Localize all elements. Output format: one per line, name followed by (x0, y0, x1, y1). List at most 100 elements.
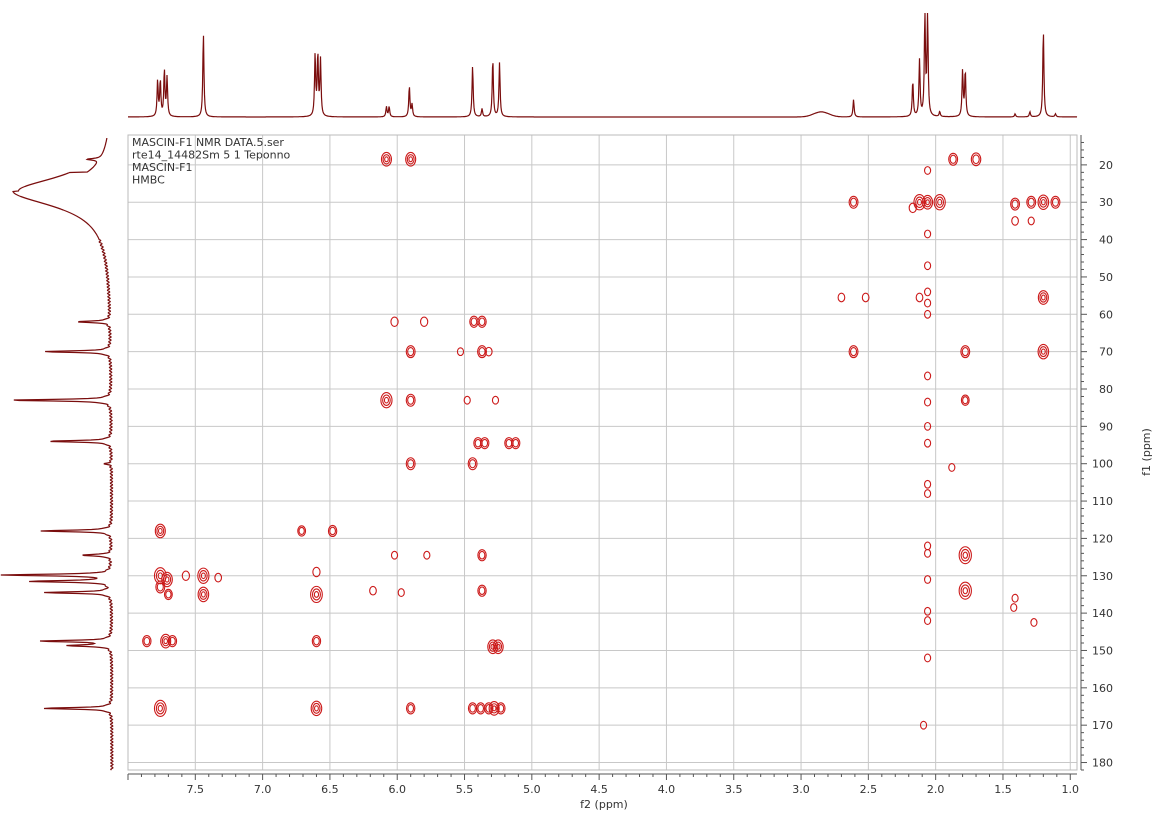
y-tick-label: 140 (1092, 607, 1113, 620)
cross-peak-contour (369, 585, 377, 596)
cross-peak-contour (310, 700, 323, 717)
cross-peak-contour (314, 705, 319, 712)
cross-peak-contour (481, 438, 489, 448)
x-tick-label: 1.5 (994, 783, 1012, 796)
cross-peak-contour (962, 396, 969, 405)
cross-peak (923, 438, 932, 448)
y-tick-label: 110 (1092, 495, 1113, 508)
cross-peak-contour (313, 636, 320, 646)
cross-peak (923, 606, 932, 616)
cross-peak-contour (165, 590, 172, 599)
cross-peak (214, 572, 223, 583)
cross-peak (492, 639, 504, 655)
cross-peak-contour (1037, 290, 1049, 305)
cross-peak (297, 525, 307, 537)
y-tick-label: 60 (1099, 308, 1113, 321)
cross-peak-contour (155, 580, 166, 594)
cross-peak-contour (463, 395, 471, 405)
cross-peak-contour (923, 298, 932, 308)
cross-peak-contour (160, 633, 172, 649)
cross-peak (405, 457, 416, 471)
cross-peak-contour (155, 702, 165, 715)
cross-peak-contour (923, 548, 932, 558)
cross-peak-contour (1026, 195, 1037, 209)
cross-peak (167, 635, 178, 648)
x-tick-label: 1.0 (1062, 783, 1080, 796)
y-axis-title: f1 (ppm) (1140, 428, 1153, 476)
cross-peak-contour (157, 527, 163, 534)
cross-peak-contour (960, 584, 970, 598)
cross-peak-contour (397, 588, 405, 597)
cross-peak-contour (922, 194, 934, 210)
cross-peak-contour (1011, 593, 1019, 603)
cross-peak-contour (390, 550, 399, 560)
cross-peak-contour (1027, 197, 1035, 207)
cross-peak-contour (849, 197, 858, 207)
cross-peak-contour (456, 347, 465, 357)
cross-peak-contour (923, 616, 932, 625)
x-tick-label: 3.5 (725, 783, 743, 796)
cross-peak (463, 395, 471, 405)
cross-peak (1026, 195, 1037, 209)
cross-peak-contour (162, 574, 172, 585)
info-line-3: HMBC (132, 174, 165, 187)
cross-peak (970, 152, 982, 167)
info-line-1: rte14_14482Sm 5 1 Teponno (132, 149, 291, 162)
cross-peak-contour (1010, 603, 1018, 612)
cross-peak-contour (390, 316, 399, 328)
cross-peak-contour (960, 394, 970, 406)
cross-peak-contour (164, 576, 170, 583)
y-tick-label: 20 (1099, 159, 1113, 172)
cross-peak (477, 549, 487, 562)
cross-peak-contour (405, 151, 417, 167)
x-tick-label: 5.5 (456, 783, 474, 796)
cross-peak (380, 151, 393, 167)
cross-peak-contour (382, 394, 391, 406)
cross-peak-contour (478, 317, 486, 327)
cross-peak-contour (492, 639, 504, 655)
x-axis: 7.5 7.0 6.5 6.0 5.5 5.0 4.5 4.0 3.5 3.0 2.5 2.0 1.5 1… (127, 773, 1080, 796)
cross-peak-contour (485, 704, 493, 713)
cross-peak (480, 437, 490, 450)
cross-peak-contour (923, 479, 932, 489)
cross-peak-contour (311, 635, 322, 648)
f2-projection-spectrum (128, 12, 1078, 118)
cross-peak-contour (915, 292, 924, 303)
cross-peak-contour (916, 198, 923, 206)
cross-peak-contour (312, 702, 321, 714)
cross-peak-contour (972, 154, 980, 165)
cross-peak (848, 345, 859, 359)
cross-peak-contour (491, 705, 497, 712)
cross-peak-contour (935, 196, 945, 208)
cross-peak-contour (163, 588, 173, 601)
cross-peak (915, 292, 924, 303)
cross-peak-contour (848, 345, 859, 359)
cross-peak (837, 292, 846, 303)
cross-peak (1027, 216, 1035, 226)
cross-peak-contour (923, 489, 932, 498)
cross-peak (153, 699, 167, 717)
cross-peak-contour (861, 292, 870, 303)
x-tick-label: 2.0 (927, 783, 945, 796)
cross-peak-contour (1039, 292, 1048, 303)
f1-projection-spectrum (0, 138, 114, 771)
x-tick-label: 2.5 (860, 783, 878, 796)
info-line-2: MASCIN-F1 (132, 161, 192, 174)
cross-peak-contour (405, 393, 416, 407)
cross-peak-contour (948, 463, 956, 472)
cross-peak-contour (1037, 194, 1050, 211)
cross-peak-contour (497, 704, 505, 713)
cross-peak (419, 316, 429, 328)
cross-peak-contour (923, 287, 932, 297)
cross-peak (923, 616, 932, 625)
cross-peak (197, 567, 210, 584)
cross-peak-contour (484, 702, 494, 715)
cross-peak-contour (923, 575, 932, 584)
cross-peak-contour (970, 152, 982, 167)
y-tick-label: 30 (1099, 196, 1113, 209)
x-tick-label: 3.0 (792, 783, 810, 796)
cross-peak-contour (467, 457, 478, 471)
cross-peak-contour (923, 197, 932, 208)
cross-peak (923, 489, 932, 498)
cross-peak-contour (1027, 216, 1035, 226)
